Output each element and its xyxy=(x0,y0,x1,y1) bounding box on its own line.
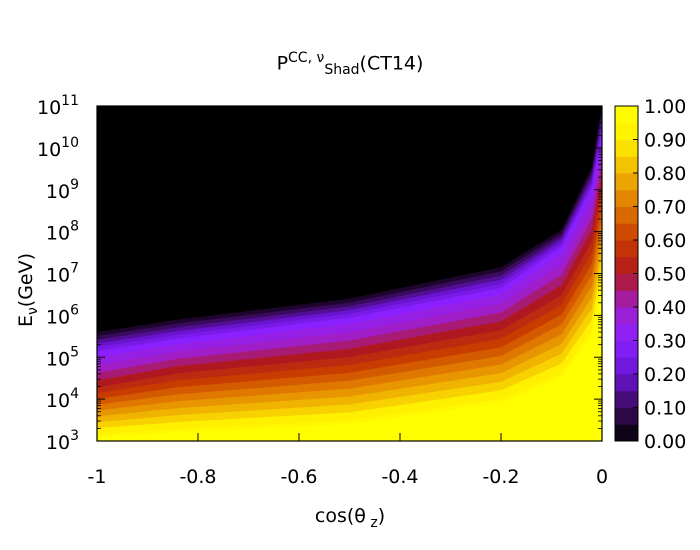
colorbar-segment xyxy=(615,357,638,375)
y-tick-label: 106 xyxy=(46,302,79,328)
y-tick-label: 109 xyxy=(46,177,79,203)
x-tick-label: -0.8 xyxy=(179,466,216,488)
colorbar-segment xyxy=(615,390,638,408)
colorbar-tick-label: 0.20 xyxy=(644,364,686,386)
colorbar-segment xyxy=(615,206,638,224)
colorbar-segment xyxy=(615,173,638,191)
colorbar-segment xyxy=(615,189,638,207)
colorbar-segment xyxy=(615,424,638,442)
y-tick-label: 107 xyxy=(46,261,79,287)
colorbar-tick-label: 0.30 xyxy=(644,331,686,353)
colorbar-segment xyxy=(615,256,638,274)
y-tick-label: 104 xyxy=(46,386,79,412)
contour-band xyxy=(97,252,602,441)
colorbar-segment xyxy=(615,307,638,325)
y-tick-label: 1010 xyxy=(37,135,79,161)
colorbar-segment xyxy=(615,323,638,341)
y-tick-label: 1011 xyxy=(37,93,79,119)
colorbar-tick-label: 0.70 xyxy=(644,197,686,219)
colorbar-segment xyxy=(615,290,638,308)
colorbar-tick-label: 0.10 xyxy=(644,398,686,420)
colorbar-segment xyxy=(615,106,638,124)
colorbar-tick-label: 0.80 xyxy=(644,163,686,185)
x-tick-label: 0 xyxy=(596,466,608,488)
colorbar-tick-label: 0.40 xyxy=(644,297,686,319)
colorbar-tick-label: 0.90 xyxy=(644,130,686,152)
colorbar-segment xyxy=(615,240,638,258)
colorbar-segment xyxy=(615,374,638,392)
colorbar-tick-label: 1.00 xyxy=(644,96,686,118)
colorbar-tick-label: 0.50 xyxy=(644,264,686,286)
contour-band xyxy=(97,264,602,441)
contour-band xyxy=(97,281,602,441)
colorbar-segment xyxy=(615,273,638,291)
colorbar-segment xyxy=(615,156,638,174)
x-tick-label: -0.6 xyxy=(280,466,317,488)
colorbar-segment xyxy=(615,122,638,140)
y-tick-label: 105 xyxy=(46,344,79,370)
colorbar-tick-label: 0.00 xyxy=(644,431,686,453)
y-tick-label: 108 xyxy=(46,219,79,245)
colorbar-tick-label: 0.60 xyxy=(644,230,686,252)
chart-title: PCC, νShad(CT14) xyxy=(276,50,424,79)
x-tick-label: -0.4 xyxy=(381,466,418,488)
x-axis-label: cos(θ z) xyxy=(314,505,386,531)
colorbar-segment xyxy=(615,340,638,358)
colorbar-segment xyxy=(615,407,638,425)
y-tick-label: 103 xyxy=(46,428,79,454)
y-axis-label: Eν(GeV) xyxy=(15,252,41,328)
colorbar-segment xyxy=(615,139,638,157)
x-tick-label: -0.2 xyxy=(482,466,519,488)
colorbar-segment xyxy=(615,223,638,241)
x-tick-label: -1 xyxy=(88,466,107,488)
